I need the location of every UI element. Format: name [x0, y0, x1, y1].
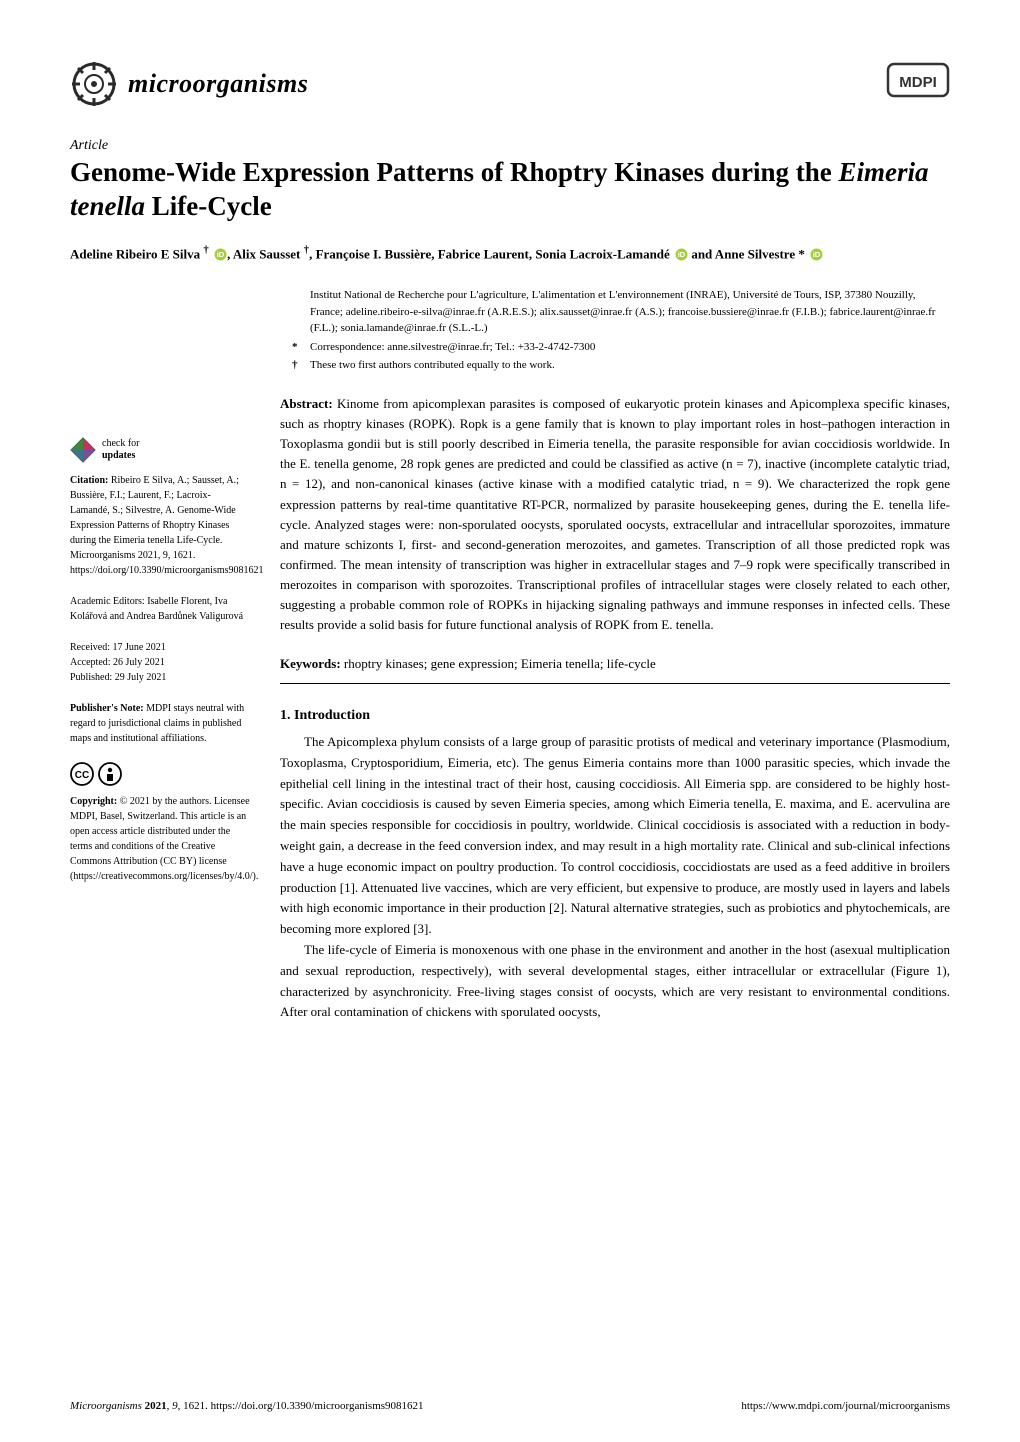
editors-label: Academic Editors:	[70, 596, 145, 607]
published-date: Published: 29 July 2021	[70, 670, 250, 685]
divider	[280, 683, 950, 684]
section-1-para-1: The Apicomplexa phylum consists of a lar…	[280, 732, 950, 940]
keywords-label: Keywords:	[280, 656, 341, 671]
article-type: Article	[70, 138, 950, 154]
svg-text:iD: iD	[678, 251, 686, 260]
accepted-date: Accepted: 26 July 2021	[70, 655, 250, 670]
footer-left: Microorganisms 2021, 9, 1621. https://do…	[70, 1400, 424, 1412]
cc-badges: CC	[70, 762, 250, 786]
abstract-label: Abstract:	[280, 396, 333, 411]
cc-icon: CC	[70, 762, 94, 786]
contrib-marker: †	[292, 357, 302, 374]
copyright-text: © 2021 by the authors. Licensee MDPI, Ba…	[70, 796, 258, 882]
citation-block: Citation: Ribeiro E Silva, A.; Sausset, …	[70, 473, 250, 578]
journal-logo-icon	[70, 60, 118, 108]
pubnote-label: Publisher's Note:	[70, 703, 144, 714]
correspondence-marker: *	[292, 339, 302, 356]
dates-block: Received: 17 June 2021 Accepted: 26 July…	[70, 640, 250, 685]
abstract: Abstract: Kinome from apicomplexan paras…	[280, 394, 950, 636]
svg-text:iD: iD	[813, 251, 821, 260]
section-1-para-2: The life-cycle of Eimeria is monoxenous …	[280, 940, 950, 1023]
publisher-note-block: Publisher's Note: MDPI stays neutral wit…	[70, 701, 250, 746]
header-row: microorganisms MDPI	[70, 60, 950, 108]
sidebar: check forupdates Citation: Ribeiro E Sil…	[70, 287, 250, 1023]
title-pre: Genome-Wide Expression Patterns of Rhopt…	[70, 157, 839, 187]
editors-block: Academic Editors: Isabelle Florent, Iva …	[70, 594, 250, 624]
check-updates[interactable]: check forupdates	[70, 437, 250, 463]
journal-brand: microorganisms	[70, 60, 308, 108]
check-updates-icon	[70, 437, 96, 463]
correspondence-text: Correspondence: anne.silvestre@inrae.fr;…	[310, 339, 595, 356]
keywords: Keywords: rhoptry kinases; gene expressi…	[280, 654, 950, 674]
keywords-text: rhoptry kinases; gene expression; Eimeri…	[341, 656, 656, 671]
footer-right: https://www.mdpi.com/journal/microorgani…	[741, 1400, 950, 1412]
copyright-label: Copyright:	[70, 796, 117, 807]
citation-label: Citation:	[70, 475, 108, 486]
affiliation-text: Institut National de Recherche pour L'ag…	[310, 287, 950, 337]
copyright-block: Copyright: © 2021 by the authors. Licens…	[70, 794, 250, 884]
main-column: Institut National de Recherche pour L'ag…	[280, 287, 950, 1023]
footer: Microorganisms 2021, 9, 1621. https://do…	[70, 1400, 950, 1412]
received-date: Received: 17 June 2021	[70, 640, 250, 655]
article-title: Genome-Wide Expression Patterns of Rhopt…	[70, 156, 950, 224]
svg-text:CC: CC	[75, 770, 89, 781]
svg-text:iD: iD	[217, 251, 225, 260]
contrib-text: These two first authors contributed equa…	[310, 357, 555, 374]
authors-line: Adeline Ribeiro E Silva † iD, Alix Sauss…	[70, 242, 950, 264]
by-icon	[98, 762, 122, 786]
mdpi-logo-icon: MDPI	[886, 62, 950, 106]
title-post: Life-Cycle	[145, 191, 272, 221]
citation-text: Ribeiro E Silva, A.; Sausset, A.; Bussiè…	[70, 475, 264, 576]
check-updates-label: check forupdates	[102, 438, 139, 462]
svg-text:MDPI: MDPI	[899, 74, 937, 91]
journal-name: microorganisms	[128, 69, 308, 99]
abstract-text: Kinome from apicomplexan parasites is co…	[280, 396, 950, 633]
affiliation-block: Institut National de Recherche pour L'ag…	[280, 287, 950, 374]
section-1-heading: 1. Introduction	[280, 708, 950, 724]
affil-marker-blank	[292, 287, 302, 337]
